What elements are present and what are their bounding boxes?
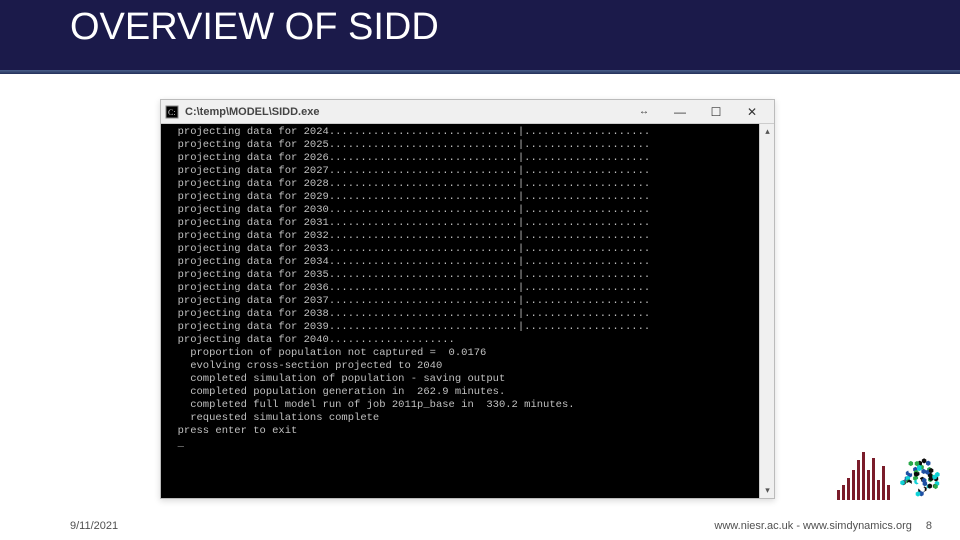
footer: 9/11/2021 www.niesr.ac.uk - www.simdynam…: [0, 512, 960, 540]
maximize-button[interactable]: ☐: [698, 100, 734, 124]
bars-logo-bar: [837, 490, 840, 500]
bars-logo-bar: [847, 478, 850, 500]
bars-logo-bar: [882, 466, 885, 500]
bars-logo-bar: [842, 485, 845, 500]
scroll-down-icon[interactable]: ▾: [760, 483, 775, 498]
svg-text:C:: C:: [168, 108, 176, 117]
slide-title: OVERVIEW OF SIDD: [70, 6, 439, 49]
bars-logo-bar: [862, 452, 865, 500]
minimize-button[interactable]: —: [662, 100, 698, 124]
footer-page-number: 8: [926, 520, 932, 532]
logos: [837, 452, 942, 500]
bars-logo-bar: [872, 458, 875, 500]
bars-logo-bar: [867, 470, 870, 500]
scroll-up-icon[interactable]: ▴: [760, 124, 775, 139]
window-titlebar[interactable]: C: C:\temp\MODEL\SIDD.exe ↔ — ☐ ✕: [161, 100, 774, 124]
bars-logo-bar: [877, 480, 880, 500]
bars-logo-bar: [887, 485, 890, 500]
globe-logo: [898, 456, 942, 500]
console-window: C: C:\temp\MODEL\SIDD.exe ↔ — ☐ ✕ projec…: [160, 99, 775, 499]
footer-date: 9/11/2021: [70, 520, 118, 532]
window-title: C:\temp\MODEL\SIDD.exe: [185, 106, 319, 118]
resize-handle-icon[interactable]: ↔: [626, 100, 662, 124]
vertical-scrollbar[interactable]: ▴ ▾: [759, 124, 774, 498]
header-accent: [0, 70, 960, 74]
close-button[interactable]: ✕: [734, 100, 770, 124]
bars-logo-bar: [857, 460, 860, 500]
console-output: projecting data for 2024................…: [161, 124, 759, 498]
app-icon: C:: [165, 105, 179, 119]
bars-logo-bar: [852, 470, 855, 500]
footer-urls: www.niesr.ac.uk - www.simdynamics.org: [714, 520, 911, 532]
bars-logo: [837, 452, 890, 500]
